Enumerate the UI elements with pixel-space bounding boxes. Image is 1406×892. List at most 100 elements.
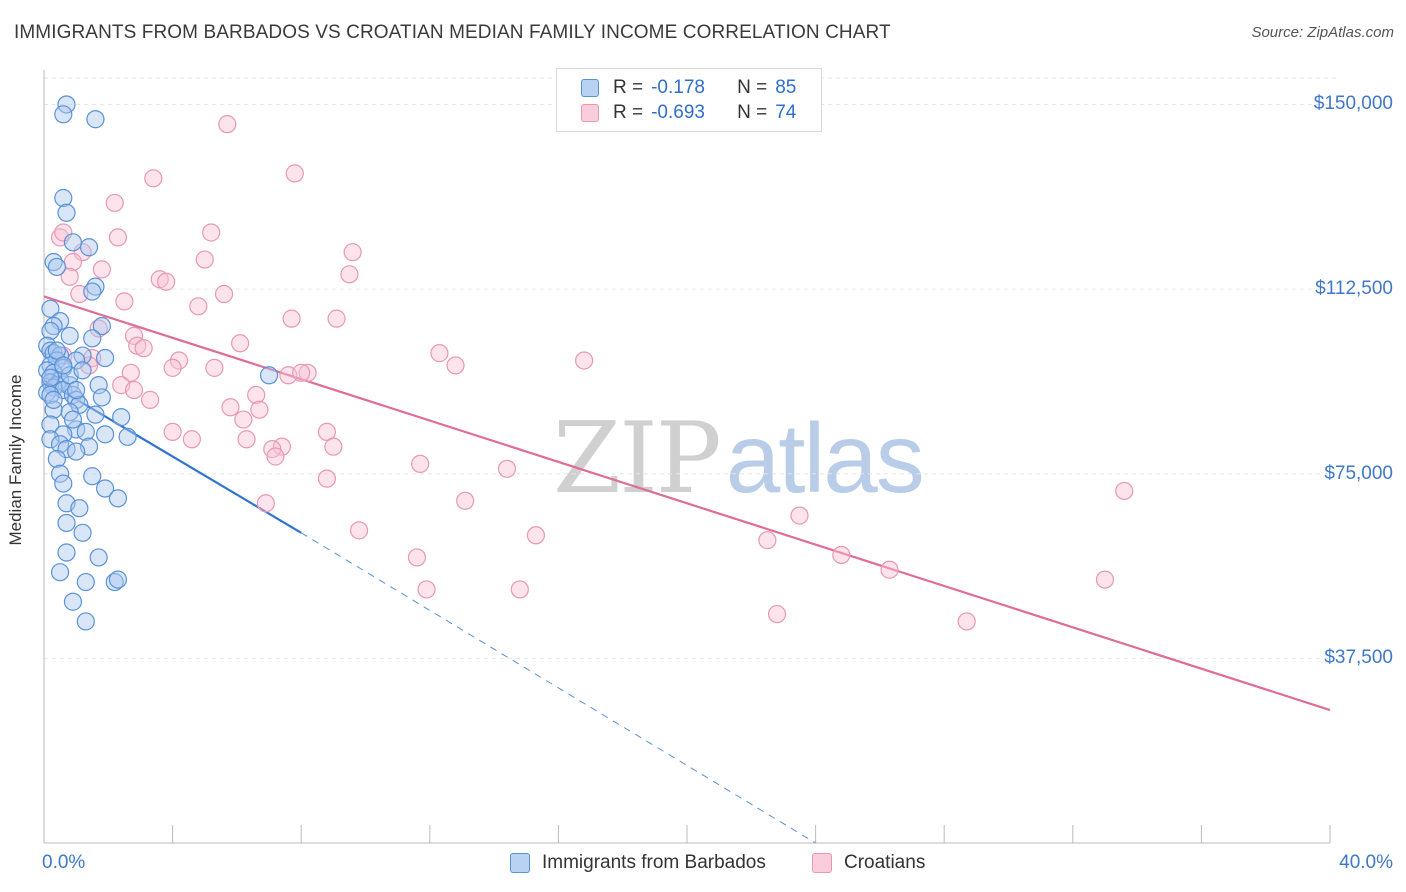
legend-swatch-barbados: [581, 79, 599, 97]
croatians-point: [446, 356, 465, 375]
barbados-point: [57, 203, 76, 222]
barbados-point: [38, 336, 57, 355]
barbados-point: [41, 341, 60, 360]
croatians-point: [115, 292, 134, 311]
croatians-point: [134, 339, 153, 358]
legend-r-value: -0.178: [651, 77, 705, 98]
barbados-point: [73, 523, 92, 542]
barbados-point: [76, 422, 95, 441]
y-tick-label: $150,000: [1313, 93, 1393, 115]
y-tick-label: $112,500: [1315, 278, 1393, 300]
barbados-point: [50, 464, 70, 483]
series-swatch-croatians: [812, 853, 832, 873]
croatians-point: [247, 385, 266, 405]
series-legend-croatians: Croatians: [812, 852, 925, 874]
grid-lines: [44, 77, 1340, 659]
barbados-point: [63, 233, 83, 252]
croatians-point: [317, 469, 337, 488]
croatians-point: [202, 223, 221, 242]
croatians-point: [169, 351, 189, 370]
legend-r-value: -0.693: [651, 102, 705, 123]
croatians-point: [349, 521, 369, 540]
x-tick-max: 40.0%: [1339, 852, 1393, 873]
barbados-point: [112, 408, 131, 427]
barbados-point: [108, 489, 128, 508]
barbados-point: [105, 572, 124, 592]
series-name-barbados: Immigrants from Barbados: [542, 852, 766, 873]
axes: [43, 70, 1331, 844]
croatians-point: [124, 326, 144, 345]
barbados-point: [83, 329, 102, 348]
croatians-point: [417, 580, 436, 599]
barbados-point: [63, 410, 83, 429]
barbados-point: [108, 570, 128, 589]
barbados-point: [92, 316, 111, 336]
barbados-point: [41, 415, 60, 434]
croatians-point: [456, 491, 475, 510]
croatians-point: [195, 250, 214, 269]
barbados-point: [83, 467, 102, 486]
croatians-point: [189, 297, 208, 316]
croatians-point: [327, 309, 346, 328]
croatians-point: [340, 265, 359, 284]
barbados-point: [63, 385, 83, 405]
croatians-point: [214, 284, 234, 304]
barbados-point: [259, 366, 279, 385]
croatians-point: [140, 390, 160, 409]
legend-n-value: 74: [775, 102, 797, 123]
croatians-point: [92, 260, 111, 279]
barbados-point: [47, 257, 66, 277]
barbados-point: [95, 425, 115, 444]
legend-r-label: R =: [613, 102, 644, 123]
barbados-point: [89, 548, 108, 567]
croatians-point: [108, 228, 128, 247]
barbados-point: [118, 427, 137, 446]
legend-swatch-croatians: [581, 104, 599, 122]
croatians-point: [124, 380, 144, 400]
watermark-zip: ZIP: [553, 402, 722, 516]
barbados-point: [86, 277, 105, 296]
croatians-point: [121, 363, 140, 382]
series-swatch-barbados: [510, 853, 530, 873]
croatians-point: [430, 344, 449, 363]
barbados-point: [76, 572, 95, 592]
barbados-point: [57, 543, 76, 562]
legend-r-label: R =: [613, 77, 644, 98]
croatians-point: [497, 459, 517, 478]
croatians-point: [758, 531, 777, 550]
barbados-points: [38, 95, 279, 631]
barbados-point: [67, 380, 86, 400]
barbados-point: [38, 383, 57, 402]
croatians-point: [790, 506, 809, 525]
barbados-point: [54, 356, 73, 375]
stats-legend: R = -0.178 N = 85 R = -0.693 N = 74: [556, 68, 822, 132]
croatians-point: [54, 223, 73, 242]
croatians-point: [767, 604, 787, 624]
croatians-point: [163, 358, 182, 377]
legend-n-label: N =: [737, 102, 768, 123]
croatians-point: [234, 410, 253, 429]
croatians-point: [407, 548, 427, 567]
croatians-points: [50, 115, 1134, 631]
croatians-point: [231, 334, 250, 353]
croatians-point: [411, 454, 430, 473]
source-note: Source: ZipAtlas.com: [1251, 24, 1394, 41]
croatians-point: [250, 400, 269, 419]
croatians-point: [266, 447, 285, 466]
series-name-croatians: Croatians: [844, 852, 926, 873]
barbados-point: [95, 479, 115, 498]
croatians-point: [292, 363, 311, 382]
legend-n-value: 85: [775, 77, 797, 98]
barbados-point: [83, 282, 102, 301]
barbados-point: [54, 188, 73, 208]
barbados-point: [70, 499, 89, 518]
croatians-point: [221, 398, 240, 417]
barbados-point: [63, 592, 83, 611]
y-axis-label: Median Family Income: [6, 374, 25, 546]
barbados-point: [54, 474, 73, 493]
croatians-point: [218, 115, 237, 134]
barbados-point: [41, 430, 60, 449]
barbados-point: [41, 368, 60, 387]
croatians-point: [182, 430, 201, 449]
croatians-point: [298, 363, 317, 382]
